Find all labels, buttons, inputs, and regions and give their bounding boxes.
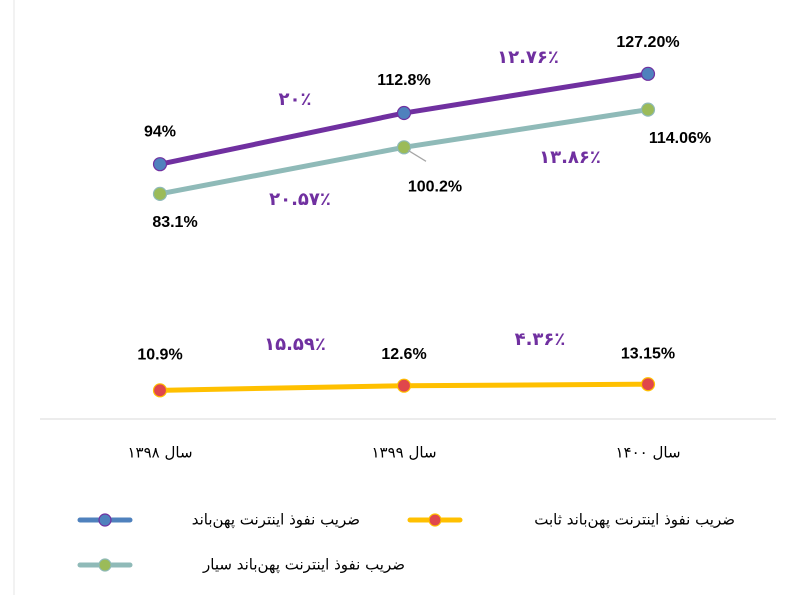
x-tick-label: سال ۱۳۹۸ xyxy=(127,444,192,462)
marker xyxy=(152,186,168,201)
data-label: 83.1% xyxy=(152,214,197,231)
marker xyxy=(640,66,656,81)
marker xyxy=(640,377,656,392)
growth-annotation: ۱۲.۷۶٪ xyxy=(497,47,559,68)
legend-marker xyxy=(98,558,112,572)
data-label: 13.15% xyxy=(621,345,675,362)
marker xyxy=(152,157,168,172)
data-label: 114.06% xyxy=(649,130,711,147)
marker xyxy=(396,105,412,121)
legend-label: ضریب نفوذ اینترنت پهن‌باند xyxy=(192,511,360,530)
legend-label: ضریب نفوذ اینترنت پهن‌باند سیار xyxy=(202,556,405,575)
growth-annotation: ۲۰.۵۷٪ xyxy=(269,189,331,210)
data-label: 10.9% xyxy=(137,347,182,364)
marker xyxy=(396,378,412,393)
growth-annotation: ۱۵.۵۹٪ xyxy=(264,334,326,355)
x-tick-label: سال ۱۴۰۰ xyxy=(615,444,680,462)
data-label: 112.8% xyxy=(377,72,430,89)
marker xyxy=(152,383,168,398)
marker xyxy=(640,102,656,117)
legend-marker xyxy=(428,513,442,527)
leader-line xyxy=(407,149,427,162)
data-label: 94% xyxy=(144,123,176,140)
data-label: 100.2% xyxy=(408,179,462,196)
growth-annotation: ۴.۳۶٪ xyxy=(515,329,566,350)
growth-annotation: ۱۳.۸۶٪ xyxy=(539,147,601,168)
legend-marker xyxy=(98,513,112,527)
data-label: 12.6% xyxy=(381,346,426,363)
legend-label: ضریب نفوذ اینترنت پهن‌باند ثابت xyxy=(534,511,735,530)
data-label: 127.20% xyxy=(616,34,679,51)
marker xyxy=(396,140,412,155)
x-tick-label: سال ۱۳۹۹ xyxy=(371,444,436,462)
growth-annotation: ۲۰٪ xyxy=(279,89,312,110)
